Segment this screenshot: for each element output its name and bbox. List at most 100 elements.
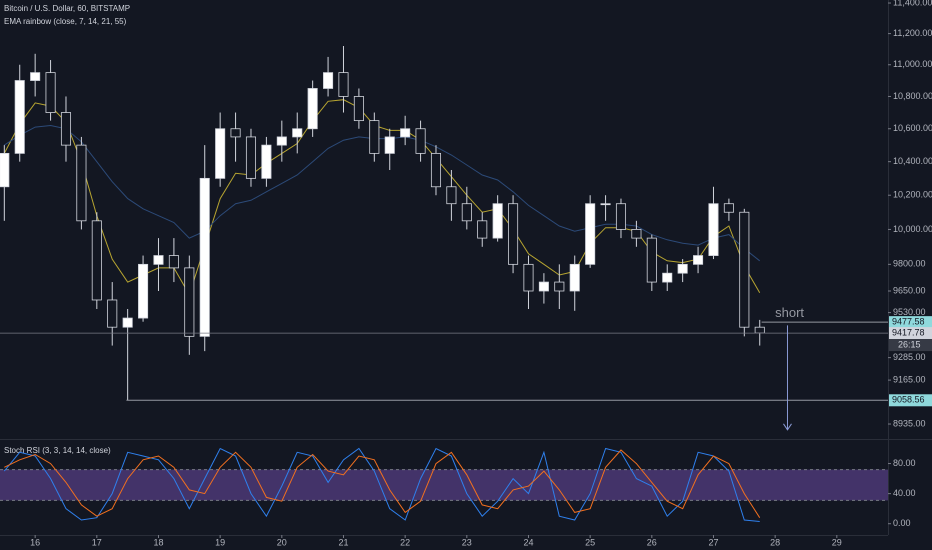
candle-body bbox=[230, 128, 241, 138]
candle-body bbox=[615, 203, 627, 230]
x-tick-label: 21 bbox=[338, 537, 348, 547]
y-tick-label: 8935.00 bbox=[893, 418, 926, 428]
y-tick-label: 9800.00 bbox=[893, 259, 926, 269]
candle-body bbox=[369, 120, 380, 154]
countdown-label: 26:15 bbox=[898, 339, 921, 349]
price-badge-label: 9477.58 bbox=[892, 317, 925, 327]
candle-body bbox=[323, 72, 334, 89]
y-tick-label: 9285.00 bbox=[893, 352, 926, 362]
y-tick-label: 80.00 bbox=[893, 458, 916, 468]
candle-body bbox=[91, 220, 102, 301]
candle-body bbox=[292, 128, 303, 138]
price-badge bbox=[889, 316, 932, 329]
candle-body bbox=[477, 220, 488, 239]
candle-body bbox=[492, 203, 503, 239]
y-tick-label: 11,400.00 bbox=[893, 0, 932, 7]
y-tick-label: 9650.00 bbox=[893, 285, 926, 295]
candle-body bbox=[107, 299, 118, 328]
candle-body bbox=[569, 263, 580, 292]
y-tick-label: 10,800.00 bbox=[893, 91, 932, 101]
candle-body bbox=[523, 263, 534, 292]
candle-body bbox=[138, 263, 149, 319]
countdown-badge bbox=[889, 339, 932, 352]
candle-body bbox=[415, 128, 426, 154]
candle-body bbox=[508, 203, 519, 265]
ema-line bbox=[4, 124, 761, 262]
y-tick-label: 10,200.00 bbox=[893, 190, 932, 200]
x-tick-label: 17 bbox=[92, 537, 102, 547]
candle-body bbox=[693, 255, 704, 265]
candle-body bbox=[245, 136, 257, 179]
candle-body bbox=[199, 177, 210, 337]
candle-body bbox=[45, 72, 56, 113]
chart-title: Bitcoin / U.S. Dollar, 60, BITSTAMP bbox=[4, 4, 130, 13]
x-tick-label: 26 bbox=[647, 537, 657, 547]
candle-body bbox=[754, 326, 765, 334]
candle-body bbox=[430, 152, 442, 188]
x-tick-label: 16 bbox=[30, 537, 40, 547]
candle-body bbox=[585, 203, 596, 265]
arrow-head bbox=[783, 423, 792, 431]
candle-body bbox=[30, 72, 41, 81]
x-tick-label: 22 bbox=[400, 537, 410, 547]
x-tick-label: 29 bbox=[832, 537, 842, 547]
x-tick-label: 24 bbox=[523, 537, 533, 547]
y-tick-label: 11,000.00 bbox=[893, 59, 932, 69]
candle-body bbox=[631, 229, 642, 239]
candle-body bbox=[708, 203, 719, 256]
candle-body bbox=[0, 152, 10, 188]
candle-body bbox=[384, 136, 395, 154]
x-tick-label: 25 bbox=[585, 537, 595, 547]
candle-body bbox=[215, 128, 226, 179]
candle-body bbox=[153, 255, 164, 265]
candle-body bbox=[662, 272, 673, 283]
stoch-line bbox=[3, 447, 760, 522]
candle-body bbox=[122, 317, 133, 328]
band bbox=[0, 469, 888, 501]
candle-body bbox=[600, 203, 611, 206]
x-tick-label: 18 bbox=[153, 537, 163, 547]
price-badge-label: 9417.78 bbox=[892, 327, 925, 337]
candle-body bbox=[60, 112, 72, 146]
candle-body bbox=[446, 186, 457, 205]
candle-body bbox=[677, 263, 688, 274]
y-tick-label: 9530.00 bbox=[893, 307, 926, 317]
y-tick-label: 10,000.00 bbox=[893, 224, 932, 234]
candle-body bbox=[723, 203, 734, 213]
x-tick-label: 20 bbox=[277, 537, 287, 547]
candle-body bbox=[261, 144, 272, 179]
y-tick-label: 11,200.00 bbox=[893, 28, 932, 38]
candle-body bbox=[338, 72, 349, 97]
x-tick-label: 27 bbox=[708, 537, 718, 547]
price-badge bbox=[889, 394, 932, 407]
y-tick-label: 40.00 bbox=[893, 488, 916, 498]
y-tick-label: 9165.00 bbox=[893, 374, 926, 384]
x-tick-label: 28 bbox=[770, 537, 780, 547]
candle-body bbox=[168, 255, 179, 269]
annotation-text: short bbox=[775, 305, 804, 320]
candle-body bbox=[76, 144, 87, 222]
y-tick-label: 10,400.00 bbox=[893, 156, 932, 166]
candle-body bbox=[739, 211, 750, 328]
candle-body bbox=[184, 267, 195, 337]
x-tick-label: 19 bbox=[215, 537, 225, 547]
price-badge bbox=[889, 327, 932, 340]
candle-body bbox=[538, 281, 549, 292]
candle-body bbox=[461, 203, 472, 222]
candle-body bbox=[554, 281, 565, 292]
candle-body bbox=[14, 80, 25, 154]
candle-body bbox=[400, 128, 411, 138]
candle-body bbox=[307, 88, 318, 130]
candle-body bbox=[276, 136, 287, 146]
candle-body bbox=[353, 96, 364, 122]
stoch-line bbox=[4, 449, 761, 518]
indicator-label: EMA rainbow (close, 7, 14, 21, 55) bbox=[4, 17, 127, 26]
indicator-label: Stoch RSI (3, 3, 14, 14, close) bbox=[4, 446, 111, 455]
price-badge-label: 9058.56 bbox=[892, 395, 925, 405]
candle-body bbox=[646, 237, 657, 283]
x-tick-label: 23 bbox=[462, 537, 472, 547]
y-tick-label: 10,600.00 bbox=[893, 123, 932, 133]
